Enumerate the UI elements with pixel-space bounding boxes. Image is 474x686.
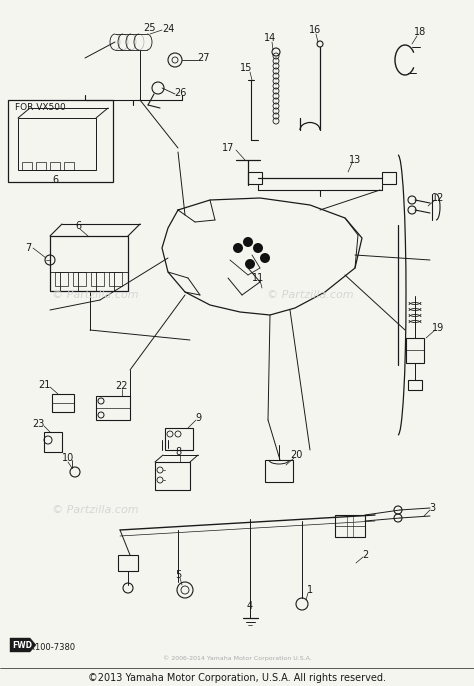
- Bar: [91, 272, 104, 286]
- Text: 12: 12: [432, 193, 444, 203]
- Circle shape: [233, 243, 243, 253]
- Text: 16: 16: [309, 25, 321, 35]
- Text: 9: 9: [195, 413, 201, 423]
- Bar: [73, 272, 86, 286]
- Bar: [335, 515, 365, 537]
- Text: © 2006-2014 Yamaha Motor Corporation U.S.A.: © 2006-2014 Yamaha Motor Corporation U.S…: [163, 655, 311, 661]
- Circle shape: [245, 259, 255, 269]
- Bar: [408, 380, 422, 390]
- Text: 21: 21: [38, 380, 50, 390]
- Text: 24: 24: [162, 24, 174, 34]
- Text: 1: 1: [307, 585, 313, 595]
- Text: 7: 7: [25, 243, 31, 253]
- Bar: [18, 118, 96, 170]
- Bar: [265, 460, 293, 482]
- Text: 25: 25: [144, 23, 156, 33]
- Text: 11: 11: [252, 273, 264, 283]
- Circle shape: [253, 243, 263, 253]
- Text: 8: 8: [175, 447, 181, 457]
- Bar: [155, 462, 190, 490]
- Bar: [50, 236, 128, 291]
- Text: 4: 4: [247, 601, 253, 611]
- Text: 3: 3: [429, 503, 435, 513]
- Bar: [64, 162, 74, 170]
- Text: 23: 23: [32, 419, 44, 429]
- Text: 15: 15: [240, 63, 252, 73]
- Text: © Partzilla.com: © Partzilla.com: [267, 290, 353, 300]
- Text: 22: 22: [116, 381, 128, 391]
- Text: ©2013 Yamaha Motor Corporation, U.S.A. All rights reserved.: ©2013 Yamaha Motor Corporation, U.S.A. A…: [88, 673, 386, 683]
- Text: 14: 14: [264, 33, 276, 43]
- Text: 13: 13: [349, 155, 361, 165]
- Bar: [50, 162, 60, 170]
- Text: FWD: FWD: [12, 641, 32, 650]
- Text: © Partzilla.com: © Partzilla.com: [52, 290, 138, 300]
- Bar: [22, 162, 32, 170]
- Text: 18: 18: [414, 27, 426, 37]
- Bar: [109, 272, 122, 286]
- Text: 26: 26: [174, 88, 186, 98]
- Bar: [248, 172, 262, 184]
- Text: 20: 20: [290, 450, 302, 460]
- Text: 8CX100-7380: 8CX100-7380: [18, 643, 75, 652]
- Bar: [44, 432, 62, 452]
- Text: 2: 2: [362, 550, 368, 560]
- Bar: [165, 428, 193, 450]
- Text: © Partzilla.com: © Partzilla.com: [52, 505, 138, 515]
- Text: 27: 27: [198, 53, 210, 63]
- Text: 6: 6: [52, 175, 58, 185]
- Circle shape: [243, 237, 253, 247]
- Bar: [96, 396, 130, 420]
- Text: FOR VX500: FOR VX500: [15, 104, 66, 113]
- Bar: [52, 394, 74, 412]
- Bar: [36, 162, 46, 170]
- Bar: [406, 338, 424, 363]
- Bar: [382, 172, 396, 184]
- Polygon shape: [10, 638, 36, 652]
- Text: 6: 6: [75, 221, 81, 231]
- Text: 10: 10: [62, 453, 74, 463]
- Bar: [55, 272, 68, 286]
- Text: 5: 5: [175, 570, 181, 580]
- Bar: [8, 100, 113, 182]
- Bar: [118, 555, 138, 571]
- Text: 19: 19: [432, 323, 444, 333]
- Text: 17: 17: [222, 143, 234, 153]
- Circle shape: [260, 253, 270, 263]
